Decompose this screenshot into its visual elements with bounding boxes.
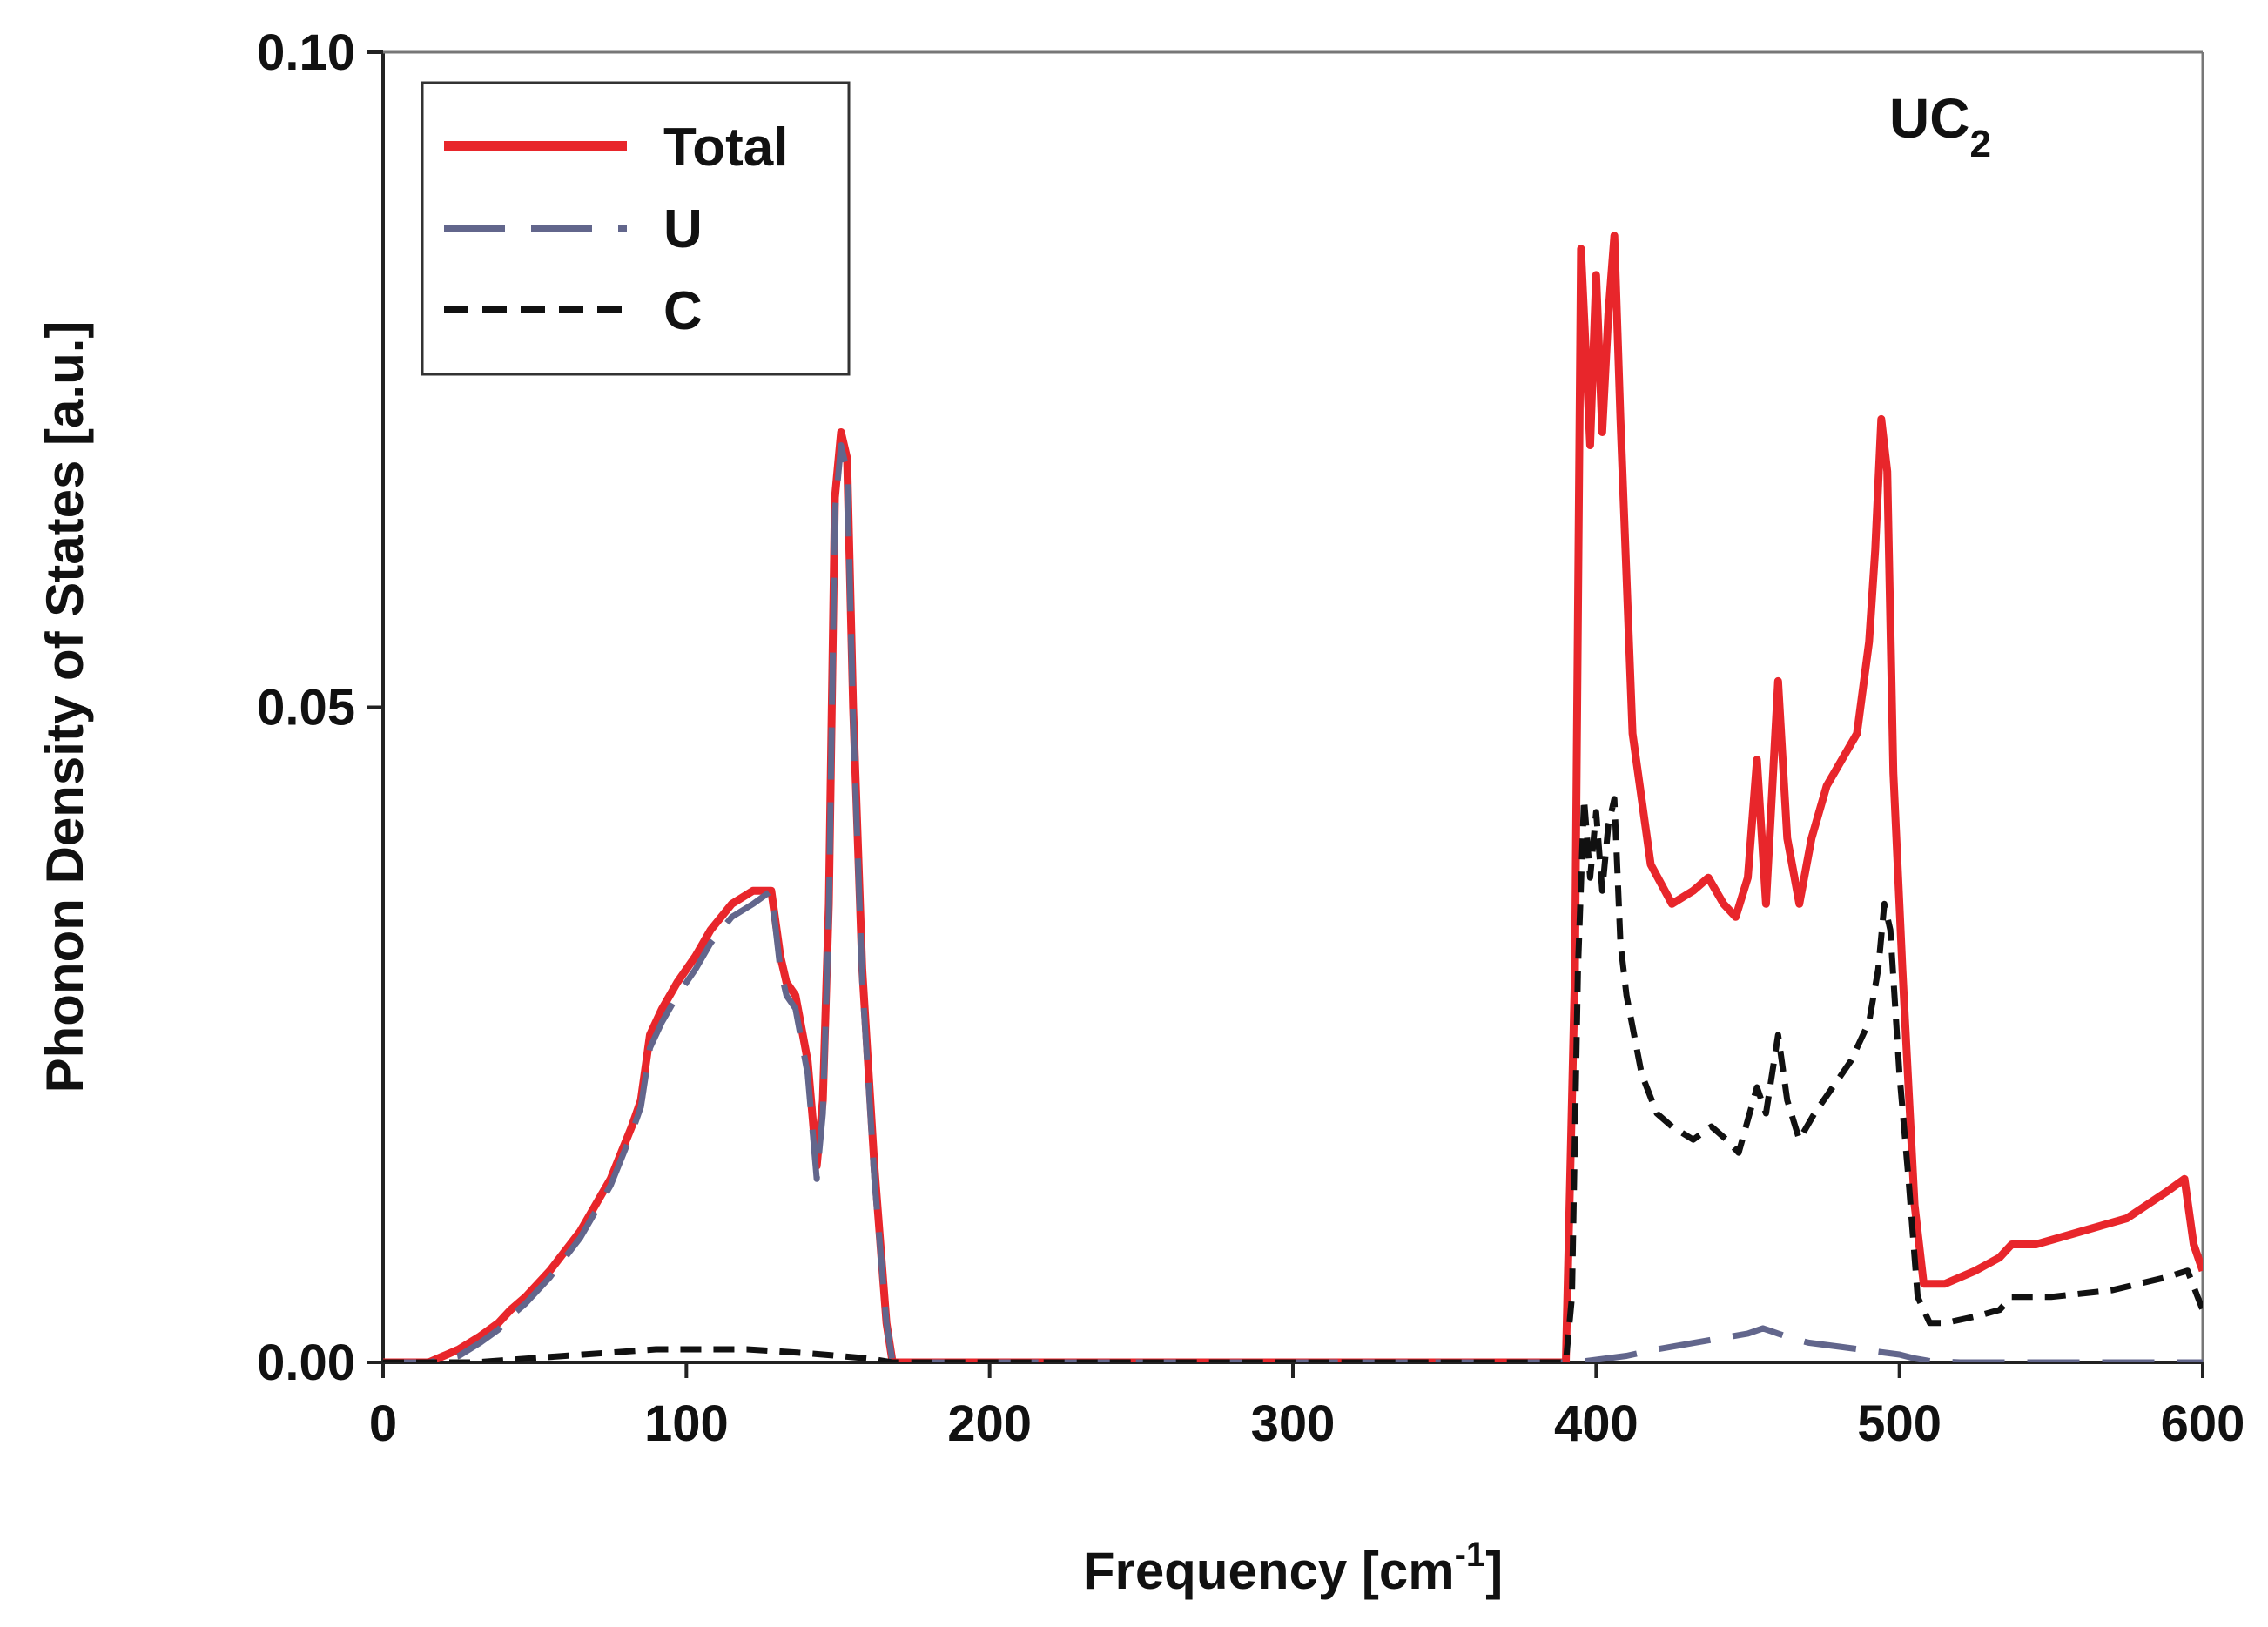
x-tick-label: 400 [1554,1395,1639,1452]
legend-label-u: U [663,199,703,259]
x-axis-ticks: 0 100 200 300 400 500 600 [369,1362,2245,1452]
y-tick-label: 0.00 [257,1335,355,1391]
x-tick-label: 600 [2161,1395,2245,1452]
series-line-u [383,442,2203,1362]
y-tick-label: 0.05 [257,680,355,736]
annotation-main: UC [1889,87,1969,150]
annotation-subscript: 2 [1969,123,1990,165]
compound-annotation: UC2 [1889,87,1991,165]
y-tick-label: 0.10 [257,24,355,81]
series-line-c [383,796,2203,1362]
x-axis-title-superscript: -1 [1455,1536,1486,1574]
series-layer [383,232,2203,1362]
x-tick-label: 200 [947,1395,1032,1452]
series-line-total [383,232,2203,1362]
y-axis-ticks: 0.00 0.05 0.10 [257,24,383,1391]
x-tick-label: 100 [644,1395,729,1452]
x-axis-title-end: ] [1485,1542,1503,1600]
x-axis-title: Frequency [cm-1] [1083,1536,1503,1600]
x-tick-label: 300 [1251,1395,1336,1452]
legend-label-c: C [663,281,703,341]
y-axis-title: Phonon Density of States [a.u.] [36,321,94,1093]
legend-label-total: Total [663,118,789,178]
legend: Total U C [421,81,851,376]
x-tick-label: 0 [369,1395,397,1452]
x-tick-label: 500 [1857,1395,1942,1452]
x-axis-title-main: Frequency [cm [1083,1542,1455,1600]
